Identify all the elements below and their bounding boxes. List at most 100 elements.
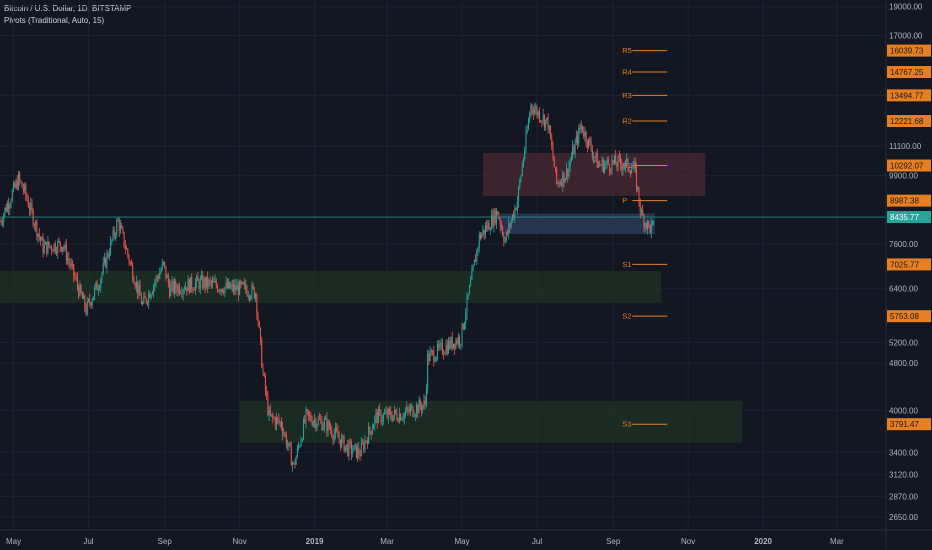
candle [406, 401, 408, 414]
candle [183, 285, 185, 295]
candle-body [629, 171, 631, 174]
indicator-label[interactable]: Pivots (Traditional, Auto, 15) [4, 16, 105, 25]
candle-body [325, 417, 327, 420]
candle-body [636, 168, 638, 190]
candle-body [393, 409, 395, 416]
candle-body [272, 414, 274, 418]
candle-body [513, 214, 515, 218]
candle [613, 154, 615, 166]
candle [620, 153, 622, 171]
candle-body [563, 172, 565, 183]
candle [338, 431, 340, 444]
candle [187, 275, 189, 292]
candle-body [411, 406, 413, 408]
candle-body [288, 442, 290, 446]
candle [328, 419, 330, 430]
candle-body [126, 248, 128, 250]
candle [629, 169, 631, 178]
candle [569, 157, 571, 172]
candle [154, 279, 156, 292]
candle [389, 406, 391, 415]
candle [466, 291, 468, 321]
candle [274, 416, 276, 431]
candle [91, 297, 93, 309]
candle [319, 412, 321, 420]
candle-body [107, 253, 109, 257]
candle-body [304, 419, 306, 423]
candle [20, 179, 22, 184]
candle [445, 339, 447, 357]
candle-body [226, 282, 228, 288]
candle [448, 337, 450, 355]
candle [479, 231, 481, 241]
candle [609, 163, 611, 176]
candle-body [601, 159, 603, 166]
candle [443, 349, 445, 360]
candle-body [49, 246, 51, 248]
candle [405, 406, 407, 418]
candle-body [122, 228, 124, 233]
candle [252, 282, 254, 290]
candle-body [652, 221, 654, 224]
candle [455, 337, 457, 350]
candle [452, 343, 454, 350]
candle-body [611, 160, 613, 172]
candle [534, 103, 536, 115]
pivot-price-label-s3: 3791.47 [890, 420, 919, 429]
candle-body [264, 376, 266, 392]
candle-body [569, 161, 571, 166]
candle-body [448, 340, 450, 354]
candle [348, 439, 350, 461]
candle-body [185, 287, 187, 290]
candle [94, 284, 96, 301]
candle-body [315, 419, 317, 429]
candle [552, 141, 554, 161]
candle-body [320, 419, 322, 421]
time-tick-label: Mar [830, 537, 844, 546]
candle [170, 280, 172, 297]
pivot-name-r1: R1 [622, 161, 632, 170]
candle-body [123, 232, 125, 247]
candle-body [160, 270, 162, 274]
candle [0, 217, 1, 223]
candle-body [536, 107, 538, 116]
candle-body [271, 414, 273, 416]
candle [642, 204, 644, 216]
candle-body [188, 279, 190, 293]
candle-body [5, 207, 7, 212]
candle [331, 425, 333, 439]
candle [123, 231, 125, 249]
candle-body [518, 187, 520, 202]
candle [126, 245, 128, 250]
candle [538, 107, 540, 124]
candle [241, 281, 243, 286]
candle [400, 412, 402, 421]
pivot-name-p: P [622, 196, 627, 205]
price-tick-label: 7600.00 [889, 240, 918, 249]
candle [275, 412, 277, 431]
candle-body [428, 353, 430, 361]
candle-body [256, 294, 258, 315]
candle-body [414, 414, 416, 417]
candle-body [564, 178, 566, 183]
candle [193, 286, 195, 291]
candle [489, 226, 491, 236]
candle [279, 420, 281, 428]
candle [196, 274, 198, 289]
candle-body [236, 285, 238, 291]
candle [134, 281, 136, 290]
candle [237, 281, 239, 302]
candle-body [278, 418, 280, 423]
candle-body [19, 173, 21, 181]
candle-body [618, 155, 620, 158]
candle-body [398, 413, 400, 422]
candle [411, 403, 413, 411]
candle-body [220, 289, 222, 292]
candle [86, 296, 88, 317]
candle-body [3, 214, 5, 223]
candle-body [110, 240, 112, 255]
candle [417, 404, 419, 419]
candle [172, 279, 174, 295]
candle [570, 151, 572, 163]
